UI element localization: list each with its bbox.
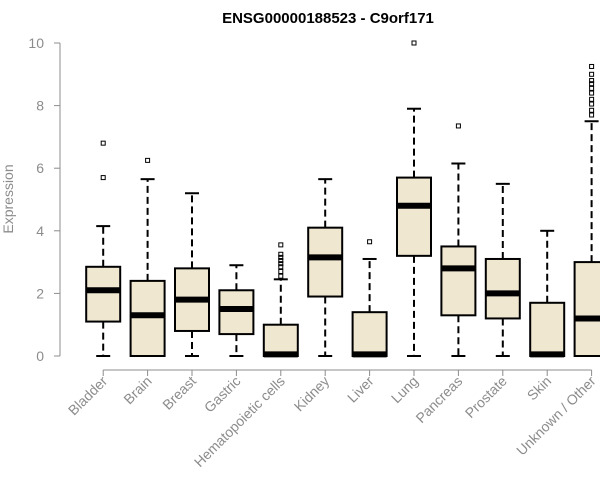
y-tick-label: 6 xyxy=(36,160,44,176)
x-tick-label: Brain xyxy=(120,373,154,407)
x-tick-label: Prostate xyxy=(462,373,510,421)
x-tick-label: Gastric xyxy=(201,373,244,416)
box-iqr xyxy=(129,279,166,358)
box-iqr xyxy=(307,226,344,298)
chart-title: ENSG00000188523 - C9orf171 xyxy=(222,10,434,27)
box-iqr xyxy=(529,301,566,358)
box-skin xyxy=(529,229,566,358)
y-tick-label: 2 xyxy=(36,285,44,301)
x-tick-label: Breast xyxy=(159,373,199,413)
box-pancreas xyxy=(440,123,477,357)
x-tick-label: Kidney xyxy=(291,373,333,415)
box-iqr xyxy=(85,265,122,323)
box-liver xyxy=(351,239,388,358)
box-iqr xyxy=(440,245,477,317)
outlier-point xyxy=(278,261,284,267)
outlier-point xyxy=(278,264,284,270)
x-tick-label: Bladder xyxy=(65,373,111,419)
y-tick-label: 0 xyxy=(36,348,44,364)
y-axis-label: Expression xyxy=(0,164,16,233)
box-iqr xyxy=(573,261,600,358)
outlier-point xyxy=(589,78,595,84)
box-iqr xyxy=(351,311,388,357)
x-tick-label: Liver xyxy=(344,373,377,406)
outlier-point xyxy=(278,273,284,279)
outlier-point xyxy=(589,63,595,69)
x-tick-label: Pancreas xyxy=(412,373,465,426)
box-bladder xyxy=(85,140,122,357)
outlier-point xyxy=(411,40,417,46)
outlier-point xyxy=(278,254,284,260)
y-tick-label: 8 xyxy=(36,98,44,114)
x-tick-label: Skin xyxy=(524,373,555,404)
box-gastric xyxy=(218,264,255,357)
outlier-point xyxy=(589,71,595,77)
outlier-point xyxy=(367,239,373,245)
outlier-point xyxy=(589,90,595,96)
x-tick-label: Unknown / Other xyxy=(513,373,599,459)
outlier-point xyxy=(145,157,151,163)
y-tick-label: 10 xyxy=(28,35,44,51)
outlier-point xyxy=(278,268,284,274)
box-hematopoietic-cells xyxy=(262,242,299,358)
y-tick-label: 4 xyxy=(36,223,44,239)
box-group xyxy=(85,40,600,358)
box-iqr xyxy=(218,289,255,336)
box-iqr xyxy=(484,257,521,320)
x-tick-label: Lung xyxy=(388,373,421,406)
box-iqr xyxy=(262,323,299,358)
outlier-point xyxy=(278,251,284,257)
box-kidney xyxy=(307,178,344,357)
outlier-point xyxy=(100,175,106,181)
box-unknown-other xyxy=(573,63,600,358)
outlier-point xyxy=(100,140,106,146)
outlier-point xyxy=(589,101,595,107)
box-lung xyxy=(396,40,432,357)
outlier-point xyxy=(278,242,284,248)
box-breast xyxy=(174,192,210,357)
outlier-point xyxy=(589,112,595,118)
outlier-point xyxy=(589,81,595,87)
outlier-point xyxy=(589,85,595,91)
y-axis: 0 2 4 6 8 10 xyxy=(28,35,61,364)
box-brain xyxy=(129,157,166,358)
box-prostate xyxy=(484,182,521,357)
outlier-point xyxy=(589,107,595,113)
outlier-point xyxy=(278,258,284,264)
outlier-point xyxy=(455,123,461,129)
box-iqr xyxy=(396,176,432,257)
outlier-point xyxy=(589,96,595,102)
